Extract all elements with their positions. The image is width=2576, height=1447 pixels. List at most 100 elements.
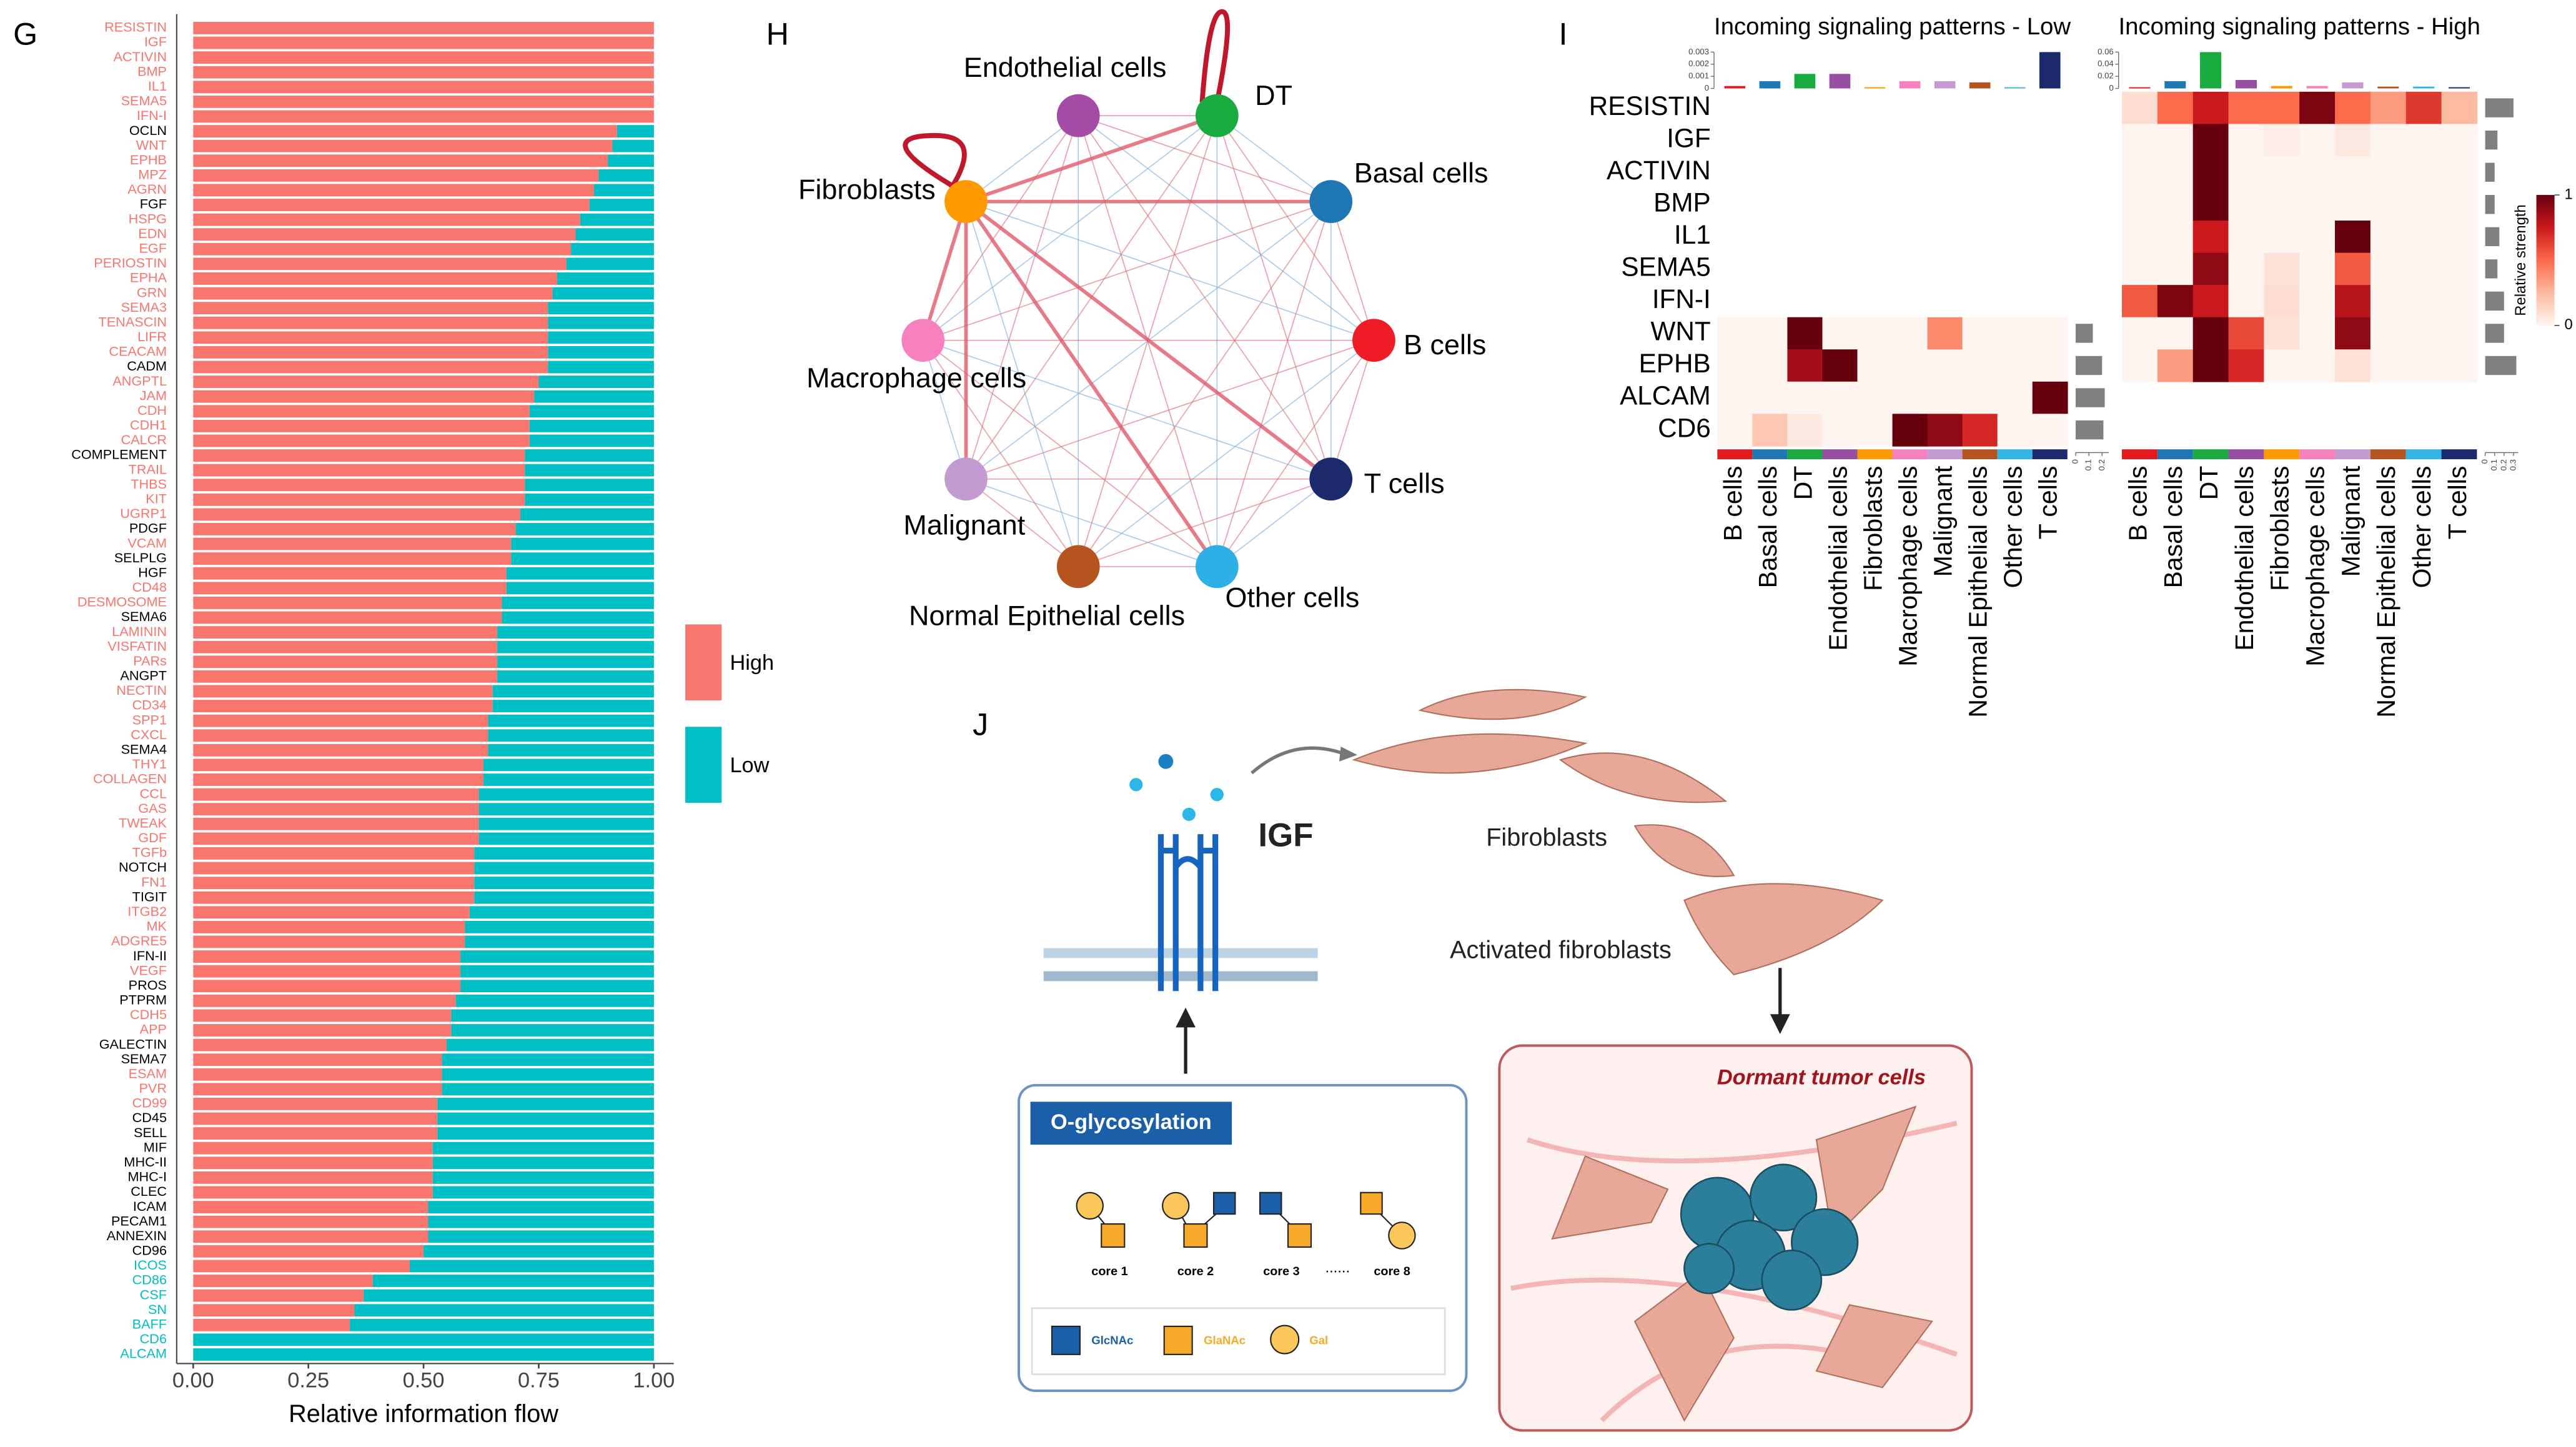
- column-strip: [2228, 449, 2264, 460]
- bar-segment: [193, 242, 572, 256]
- heat-cell: [2405, 91, 2442, 125]
- bar-segment: [193, 95, 654, 108]
- heat-cell: [2405, 317, 2442, 351]
- bar-segment: [193, 1053, 442, 1067]
- arrow-head: [1770, 1014, 1790, 1034]
- y-tick-label: ITGB2: [127, 903, 167, 919]
- heat-cell: [2032, 349, 2068, 382]
- bar-segment: [193, 597, 502, 609]
- heat-cell: [2264, 188, 2300, 221]
- core-label: core 2: [1177, 1265, 1214, 1278]
- glyco-label: O-glycosylation: [1051, 1110, 1212, 1134]
- bar-segment: [193, 272, 557, 285]
- y-tick-label: UGRP1: [120, 505, 167, 521]
- column-label: Endothelial cells: [1823, 466, 1852, 651]
- column-strip: [2192, 449, 2229, 460]
- row-total-bar: [2075, 324, 2093, 343]
- edge: [965, 115, 1079, 479]
- bar-segment: [193, 1289, 364, 1302]
- heat-cell: [2299, 91, 2336, 125]
- row-label: IL1: [1674, 220, 1711, 249]
- cell-label: Activated fibroblasts: [1450, 936, 1672, 963]
- y-tick-label: NOTCH: [119, 859, 167, 875]
- y-tick-label: SEMA6: [121, 609, 167, 624]
- tick-label: 0.001: [1688, 71, 1709, 81]
- bar-segment: [497, 655, 654, 669]
- edge: [923, 340, 1079, 567]
- node: [1195, 545, 1239, 589]
- heat-cell: [1787, 317, 1823, 351]
- bar-segment: [506, 582, 654, 595]
- y-tick-label: FGF: [140, 196, 167, 212]
- column-total-bar: [2004, 87, 2026, 89]
- node-label: Basal cells: [1354, 157, 1489, 189]
- bar-segment: [478, 817, 654, 830]
- row-total-bar: [2485, 356, 2517, 375]
- heat-cell: [1752, 414, 1788, 447]
- ligand-dot: [1210, 788, 1224, 802]
- heat-cell: [1822, 349, 1858, 382]
- bar-segment: [193, 743, 488, 757]
- bar-segment: [497, 626, 654, 639]
- column-label: Fibroblasts: [2266, 466, 2294, 591]
- heat-cell: [2264, 221, 2300, 254]
- bar-segment: [193, 1275, 373, 1287]
- bar-segment: [483, 758, 654, 772]
- row-label: IGF: [1667, 123, 1710, 152]
- heat-cell: [1892, 317, 1928, 351]
- column-label: Fibroblasts: [1858, 466, 1887, 591]
- sugar-label: GlcNAc: [1091, 1334, 1133, 1347]
- bar-segment: [193, 449, 525, 462]
- heat-cell: [2264, 252, 2300, 286]
- y-tick-label: GAS: [138, 800, 167, 816]
- node-label: T cells: [1364, 467, 1445, 499]
- heat-cell: [1857, 381, 1893, 415]
- bar-segment: [446, 1038, 654, 1052]
- heat-cell: [1892, 381, 1928, 415]
- core-label: core 1: [1091, 1265, 1127, 1278]
- edge: [923, 340, 967, 479]
- bar-segment: [193, 1127, 438, 1140]
- heat-cell: [1822, 381, 1858, 415]
- bar-segment: [193, 419, 530, 432]
- y-tick-label: BMP: [137, 63, 167, 79]
- column-strip: [2441, 449, 2477, 460]
- colorbar-tick-label: 1: [2564, 186, 2572, 202]
- bar-segment: [474, 891, 654, 904]
- bar-segment: [193, 1230, 429, 1243]
- heat-cell: [2228, 156, 2265, 189]
- y-tick-label: PROS: [129, 977, 167, 993]
- bar-segment: [617, 125, 654, 137]
- heat-cell: [2441, 91, 2478, 125]
- heat-cell: [2405, 285, 2442, 318]
- heat-cell: [2264, 91, 2300, 125]
- y-tick-label: VEGF: [130, 962, 167, 978]
- sugar-legend: [1031, 1307, 1446, 1375]
- row-label: IFN-I: [1652, 284, 1711, 314]
- receptor: [1157, 834, 1219, 992]
- bar-segment: [474, 847, 654, 860]
- row-label: WNT: [1650, 317, 1710, 346]
- tick-label: 0.1: [2489, 459, 2499, 470]
- column-strip: [1752, 449, 1788, 460]
- column-total-bar: [1794, 74, 1816, 89]
- y-tick-label: COMPLEMENT: [71, 447, 167, 462]
- heat-cell: [2157, 124, 2194, 157]
- y-tick-label: WNT: [136, 137, 167, 152]
- bar-segment: [460, 980, 654, 993]
- heat-cell: [2122, 317, 2158, 351]
- y-tick-label: SN: [148, 1301, 167, 1317]
- heat-cell: [2299, 124, 2336, 157]
- bar-segment: [193, 611, 502, 624]
- column-strip: [1892, 449, 1928, 460]
- bar-segment: [193, 685, 493, 698]
- y-tick-label: NECTIN: [116, 682, 167, 698]
- bar-segment: [193, 479, 525, 492]
- bar-segment: [193, 1112, 438, 1125]
- bar-segment: [455, 994, 654, 1007]
- bar-segment: [193, 788, 479, 801]
- heat-cell: [2299, 349, 2336, 382]
- y-tick-label: VCAM: [127, 535, 167, 550]
- y-tick-label: LIFR: [137, 329, 167, 344]
- y-tick-label: ADGRE5: [111, 933, 167, 948]
